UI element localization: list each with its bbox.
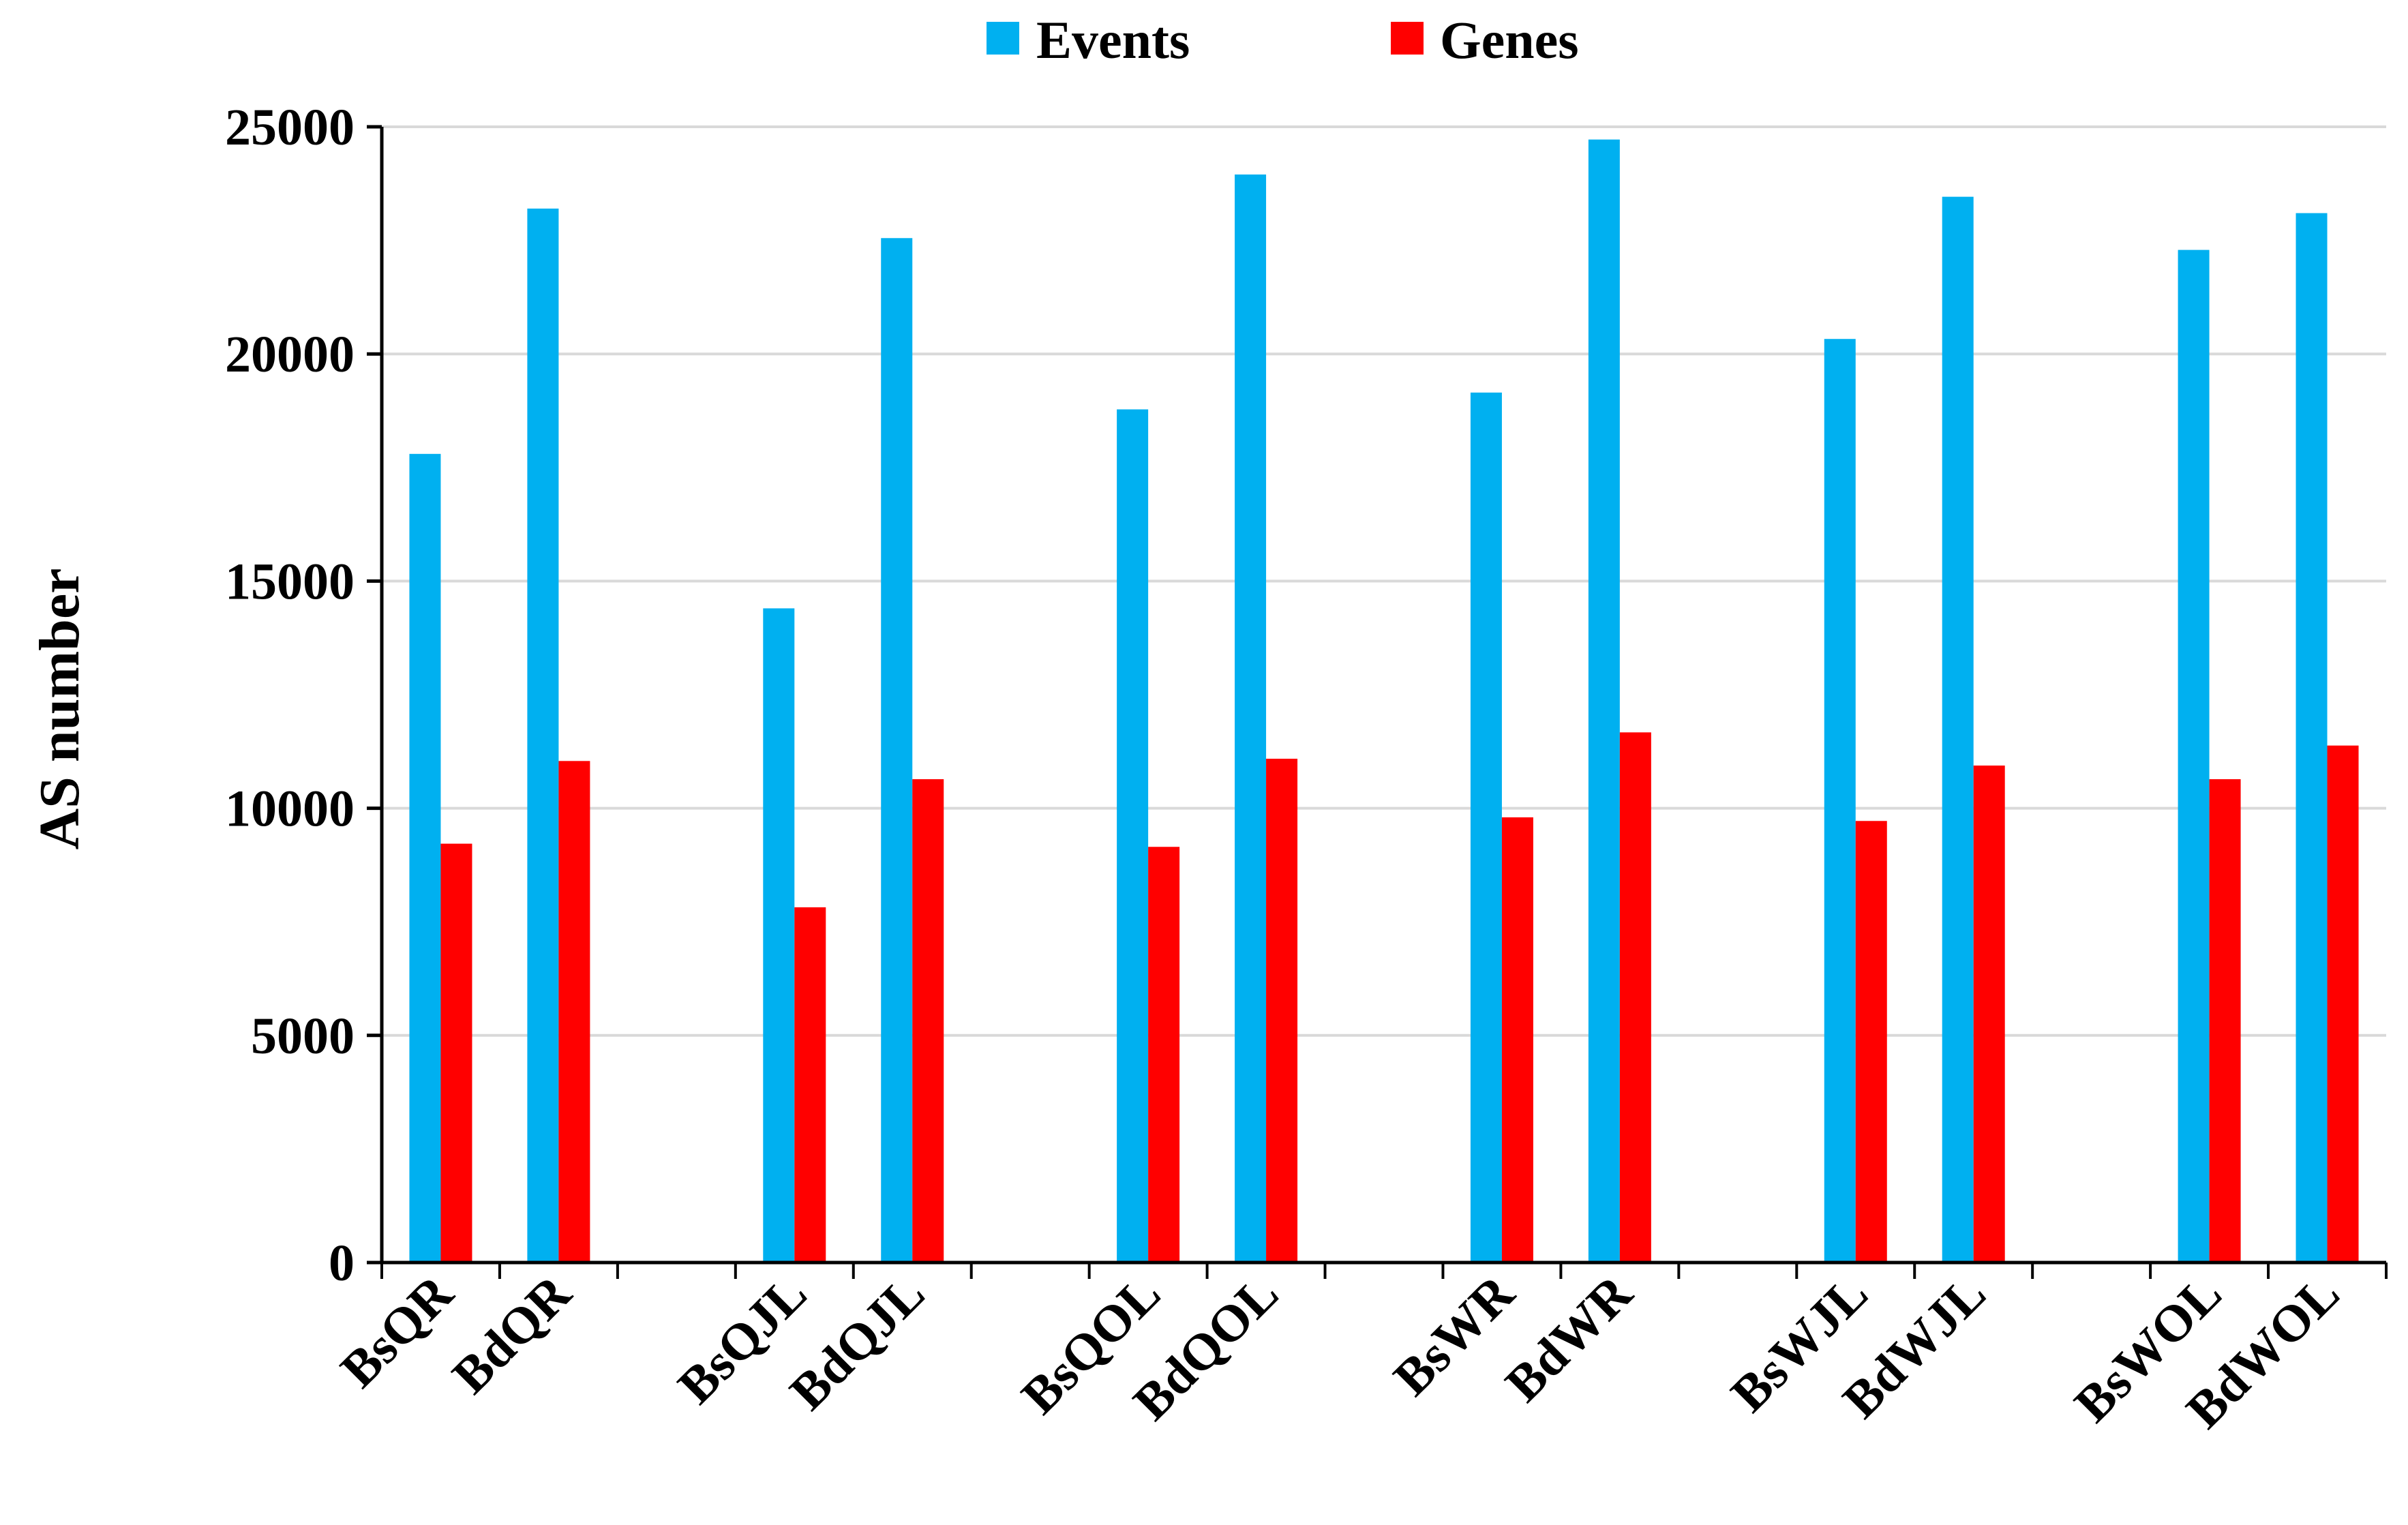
bar-events-bswjl xyxy=(1824,339,1856,1263)
bar-genes-bdwol xyxy=(2327,745,2359,1263)
bar-genes-bsqol xyxy=(1148,847,1180,1263)
bar-events-bdwr xyxy=(1588,139,1620,1263)
x-tick-label: BsWR xyxy=(1383,1264,1525,1406)
y-axis-title: AS number xyxy=(28,568,91,849)
x-tick-label: BdQJL xyxy=(779,1265,936,1421)
bar-genes-bdwr xyxy=(1619,732,1651,1263)
legend-swatch-events xyxy=(987,22,1019,55)
bar-events-bsqjl xyxy=(763,608,795,1263)
bar-events-bswr xyxy=(1470,392,1502,1263)
bar-events-bsqr xyxy=(409,453,441,1263)
bar-events-bsqol xyxy=(1117,409,1149,1263)
bar-events-bdqol xyxy=(1235,174,1267,1263)
y-tick-labels: 0 5000 10000 15000 20000 25000 xyxy=(225,99,355,1292)
y-tick-label: 0 xyxy=(329,1235,355,1292)
bar-genes-bsqr xyxy=(440,843,472,1263)
bar-events-bdwol xyxy=(2296,213,2328,1263)
y-tick-label: 25000 xyxy=(225,99,355,156)
bar-genes-bswr xyxy=(1501,817,1533,1263)
bar-genes-bdqjl xyxy=(912,779,944,1263)
bar-genes-bdqr xyxy=(558,761,590,1263)
y-tick-label: 20000 xyxy=(225,326,355,383)
bar-events-bdwjl xyxy=(1942,196,1974,1263)
bar-genes-bdwjl xyxy=(1973,765,2005,1263)
legend: Events Genes xyxy=(987,10,1579,70)
gridlines xyxy=(382,125,2386,1037)
bar-events-bdqr xyxy=(527,208,559,1263)
bar-genes-bdqol xyxy=(1266,758,1298,1263)
x-tick-label: BdWR xyxy=(1494,1264,1643,1413)
bar-events-bswol xyxy=(2178,250,2210,1263)
y-tick-label: 5000 xyxy=(251,1008,355,1065)
bar-genes-bswjl xyxy=(1855,821,1887,1263)
bar-events-bdqjl xyxy=(881,238,913,1263)
y-tick-label: 10000 xyxy=(225,781,355,838)
legend-swatch-genes xyxy=(1391,22,1424,55)
legend-label-genes: Genes xyxy=(1440,10,1579,70)
x-tick-label: BdQR xyxy=(442,1264,583,1405)
bar-genes-bswol xyxy=(2209,779,2241,1263)
legend-label-events: Events xyxy=(1036,10,1190,70)
axes xyxy=(367,125,2388,1279)
bars xyxy=(409,139,2359,1263)
bar-genes-bsqjl xyxy=(794,907,826,1263)
y-tick-label: 15000 xyxy=(225,553,355,610)
